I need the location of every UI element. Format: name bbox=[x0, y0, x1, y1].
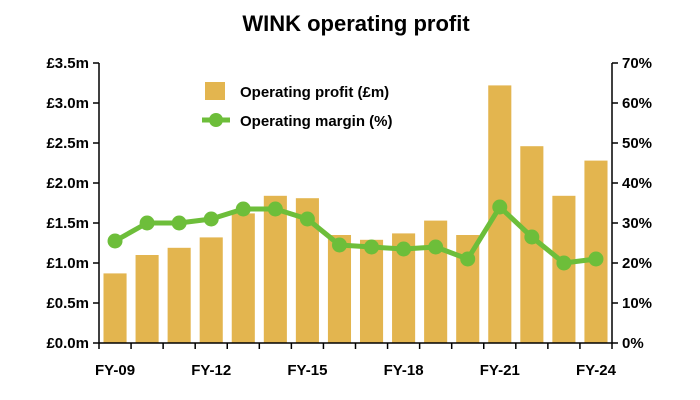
legend-label-margin: Operating margin (%) bbox=[240, 113, 393, 130]
right-tick-label: 30% bbox=[622, 215, 652, 232]
margin-point-FY-22 bbox=[524, 229, 540, 245]
margin-point-FY-15 bbox=[299, 211, 315, 227]
bar-FY-09 bbox=[103, 273, 127, 343]
bar-FY-19 bbox=[424, 220, 448, 343]
right-tick-label: 20% bbox=[622, 255, 652, 272]
x-tick-label: FY-12 bbox=[191, 362, 231, 379]
left-tick-label: £0.0m bbox=[46, 335, 89, 352]
margin-point-FY-24 bbox=[588, 251, 604, 267]
left-tick-label: £3.5m bbox=[46, 55, 89, 72]
margin-point-FY-18 bbox=[396, 241, 412, 257]
right-tick-label: 50% bbox=[622, 135, 652, 152]
left-tick-label: £3.0m bbox=[46, 95, 89, 112]
margin-point-FY-17 bbox=[364, 239, 380, 255]
margin-point-FY-14 bbox=[267, 201, 283, 217]
margin-point-FY-23 bbox=[556, 255, 572, 271]
x-tick-label: FY-21 bbox=[480, 362, 520, 379]
margin-point-FY-19 bbox=[428, 239, 444, 255]
margin-point-FY-11 bbox=[171, 215, 187, 231]
right-tick-label: 40% bbox=[622, 175, 652, 192]
bar-FY-22 bbox=[520, 146, 544, 343]
right-tick-label: 70% bbox=[622, 55, 652, 72]
margin-point-FY-20 bbox=[460, 251, 476, 267]
left-tick-label: £2.5m bbox=[46, 135, 89, 152]
left-tick-label: £2.0m bbox=[46, 175, 89, 192]
right-tick-label: 0% bbox=[622, 335, 644, 352]
margin-point-FY-16 bbox=[331, 237, 347, 253]
left-tick-label: £1.5m bbox=[46, 215, 89, 232]
bar-FY-10 bbox=[135, 255, 159, 343]
right-axis-ticks: 0% 10% 20% 30% 40% 50% 60% 70% bbox=[612, 55, 652, 352]
margin-point-FY-09 bbox=[107, 233, 123, 249]
margin-point-FY-21 bbox=[492, 199, 508, 215]
x-tick-label: FY-15 bbox=[287, 362, 327, 379]
left-axis-ticks: £0.0m £0.5m £1.0m £1.5m £2.0m £2.5m £3.0m £3.5m bbox=[46, 55, 99, 352]
legend-swatch-marker bbox=[209, 113, 223, 127]
bar-FY-15 bbox=[295, 198, 319, 343]
chart-title: WINK operating profit bbox=[242, 11, 470, 36]
x-axis-ticks: FY-09 FY-12 FY-15 FY-18 FY-21 FY-24 bbox=[95, 343, 617, 379]
bar-FY-14 bbox=[263, 195, 287, 343]
bar-FY-12 bbox=[199, 237, 223, 343]
x-tick-label: FY-18 bbox=[384, 362, 424, 379]
bar-FY-11 bbox=[167, 247, 191, 343]
x-tick-label: FY-24 bbox=[576, 362, 617, 379]
bar-FY-16 bbox=[327, 235, 352, 343]
margin-point-FY-13 bbox=[235, 201, 251, 217]
margin-point-FY-10 bbox=[139, 215, 155, 231]
left-tick-label: £1.0m bbox=[46, 255, 89, 272]
bar-FY-20 bbox=[456, 235, 480, 343]
bar-FY-18 bbox=[392, 233, 416, 343]
legend-swatch-bar bbox=[205, 82, 225, 100]
margin-line bbox=[113, 204, 597, 266]
right-tick-label: 10% bbox=[622, 295, 652, 312]
legend: Operating profit (£m) Operating margin (… bbox=[202, 82, 393, 130]
right-tick-label: 60% bbox=[622, 95, 652, 112]
bar-FY-13 bbox=[231, 213, 255, 343]
line-series bbox=[107, 199, 604, 271]
left-tick-label: £0.5m bbox=[46, 295, 89, 312]
legend-label-profit: Operating profit (£m) bbox=[240, 84, 389, 101]
bar-FY-17 bbox=[359, 239, 384, 343]
margin-point-FY-12 bbox=[203, 211, 219, 227]
x-tick-label: FY-09 bbox=[95, 362, 135, 379]
